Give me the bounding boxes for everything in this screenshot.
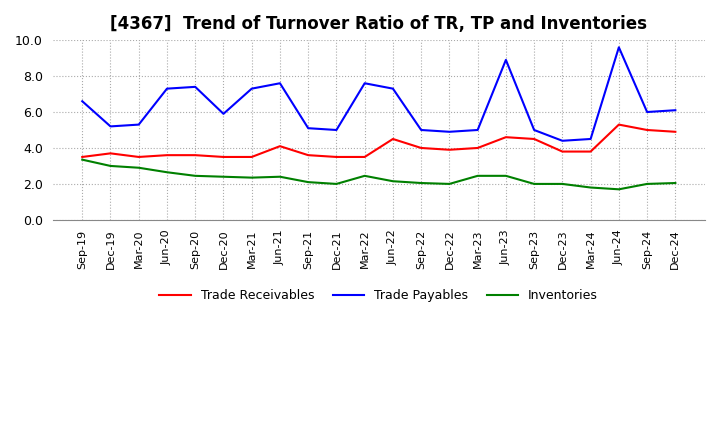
Trade Receivables: [389, 136, 397, 142]
Trade Payables: [389, 86, 397, 91]
Inventories: [219, 174, 228, 180]
Inventories: [615, 187, 624, 192]
Inventories: [304, 180, 312, 185]
Trade Payables: [360, 81, 369, 86]
Trade Receivables: [615, 122, 624, 127]
Inventories: [106, 163, 114, 169]
Trade Receivables: [530, 136, 539, 142]
Inventories: [445, 181, 454, 187]
Trade Receivables: [332, 154, 341, 160]
Trade Payables: [558, 138, 567, 143]
Trade Receivables: [558, 149, 567, 154]
Inventories: [248, 175, 256, 180]
Inventories: [135, 165, 143, 170]
Trade Payables: [78, 99, 86, 104]
Trade Payables: [304, 125, 312, 131]
Inventories: [417, 180, 426, 186]
Trade Payables: [445, 129, 454, 135]
Inventories: [586, 185, 595, 190]
Trade Receivables: [445, 147, 454, 152]
Line: Inventories: Inventories: [82, 160, 675, 189]
Trade Receivables: [360, 154, 369, 160]
Inventories: [389, 179, 397, 184]
Trade Payables: [615, 45, 624, 50]
Inventories: [502, 173, 510, 179]
Inventories: [671, 180, 680, 186]
Trade Payables: [276, 81, 284, 86]
Legend: Trade Receivables, Trade Payables, Inventories: Trade Receivables, Trade Payables, Inven…: [155, 284, 603, 307]
Trade Receivables: [163, 153, 171, 158]
Trade Payables: [106, 124, 114, 129]
Line: Trade Payables: Trade Payables: [82, 48, 675, 141]
Trade Receivables: [191, 153, 199, 158]
Trade Receivables: [219, 154, 228, 160]
Trade Receivables: [106, 151, 114, 156]
Inventories: [78, 157, 86, 162]
Trade Receivables: [643, 127, 652, 132]
Trade Payables: [248, 86, 256, 91]
Trade Payables: [163, 86, 171, 91]
Trade Payables: [502, 57, 510, 62]
Inventories: [191, 173, 199, 179]
Trade Receivables: [502, 135, 510, 140]
Inventories: [558, 181, 567, 187]
Inventories: [643, 181, 652, 187]
Trade Receivables: [671, 129, 680, 135]
Trade Payables: [417, 127, 426, 132]
Trade Payables: [530, 127, 539, 132]
Trade Receivables: [78, 154, 86, 160]
Trade Receivables: [276, 143, 284, 149]
Inventories: [473, 173, 482, 179]
Trade Payables: [191, 84, 199, 89]
Trade Receivables: [135, 154, 143, 160]
Inventories: [530, 181, 539, 187]
Trade Receivables: [248, 154, 256, 160]
Trade Payables: [586, 136, 595, 142]
Trade Payables: [671, 107, 680, 113]
Inventories: [332, 181, 341, 187]
Trade Payables: [332, 127, 341, 132]
Trade Receivables: [304, 153, 312, 158]
Title: [4367]  Trend of Turnover Ratio of TR, TP and Inventories: [4367] Trend of Turnover Ratio of TR, TP…: [110, 15, 647, 33]
Trade Receivables: [586, 149, 595, 154]
Inventories: [276, 174, 284, 180]
Line: Trade Receivables: Trade Receivables: [82, 125, 675, 157]
Trade Payables: [643, 110, 652, 115]
Inventories: [163, 169, 171, 175]
Trade Payables: [473, 127, 482, 132]
Trade Payables: [219, 111, 228, 117]
Trade Payables: [135, 122, 143, 127]
Inventories: [360, 173, 369, 179]
Trade Receivables: [417, 145, 426, 150]
Trade Receivables: [473, 145, 482, 150]
